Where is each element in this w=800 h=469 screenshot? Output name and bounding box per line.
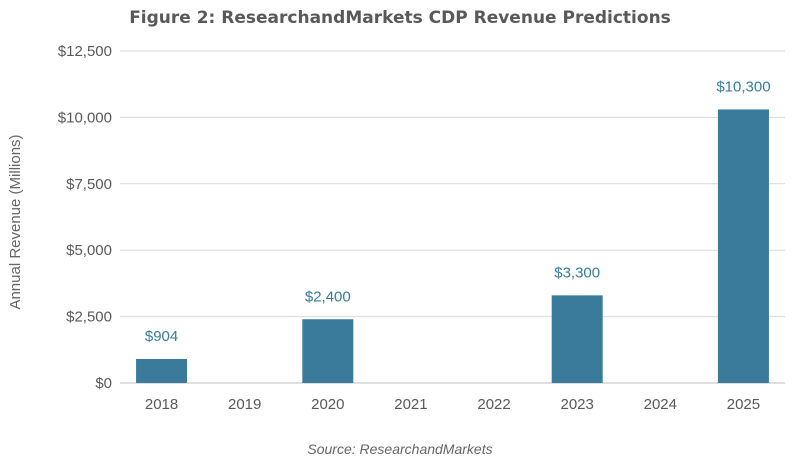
chart-title: Figure 2: ResearchandMarkets CDP Revenue… [129, 8, 671, 28]
y-tick-label: $0 [95, 375, 112, 392]
bar-2023 [551, 295, 603, 383]
data-label-2023: $3,300 [554, 264, 600, 281]
y-tick-label: $2,500 [66, 309, 112, 326]
gridlines [120, 50, 785, 384]
bar-2018 [136, 358, 188, 383]
x-tick-label: 2021 [394, 396, 427, 413]
x-tick-label: 2024 [644, 396, 677, 413]
bar-2025 [717, 109, 769, 383]
y-tick-label: $12,500 [58, 43, 112, 60]
source-note: Source: ResearchandMarkets [307, 441, 493, 457]
data-labels: $904 $2,400 $3,300 $10,300 [145, 78, 771, 345]
x-tick-label: 2025 [727, 396, 760, 413]
bar-2020 [302, 319, 354, 383]
x-tick-label: 2018 [145, 396, 178, 413]
x-tick-label: 2022 [477, 396, 510, 413]
y-tick-label: $5,000 [66, 242, 112, 259]
y-axis-ticks: $0 $2,500 $5,000 $7,500 $10,000 $12,500 [58, 43, 112, 392]
x-tick-label: 2023 [561, 396, 594, 413]
y-axis-title: Annual Revenue (Millions) [7, 134, 24, 309]
x-tick-label: 2020 [311, 396, 344, 413]
data-label-2018: $904 [145, 328, 178, 345]
data-label-2020: $2,400 [305, 288, 351, 305]
bars [136, 109, 769, 383]
x-axis-ticks: 2018 2019 2020 2021 2022 2023 2024 2025 [145, 396, 760, 413]
y-tick-label: $7,500 [66, 176, 112, 193]
x-tick-label: 2019 [228, 396, 261, 413]
data-label-2025: $10,300 [716, 78, 770, 95]
y-tick-label: $10,000 [58, 109, 112, 126]
